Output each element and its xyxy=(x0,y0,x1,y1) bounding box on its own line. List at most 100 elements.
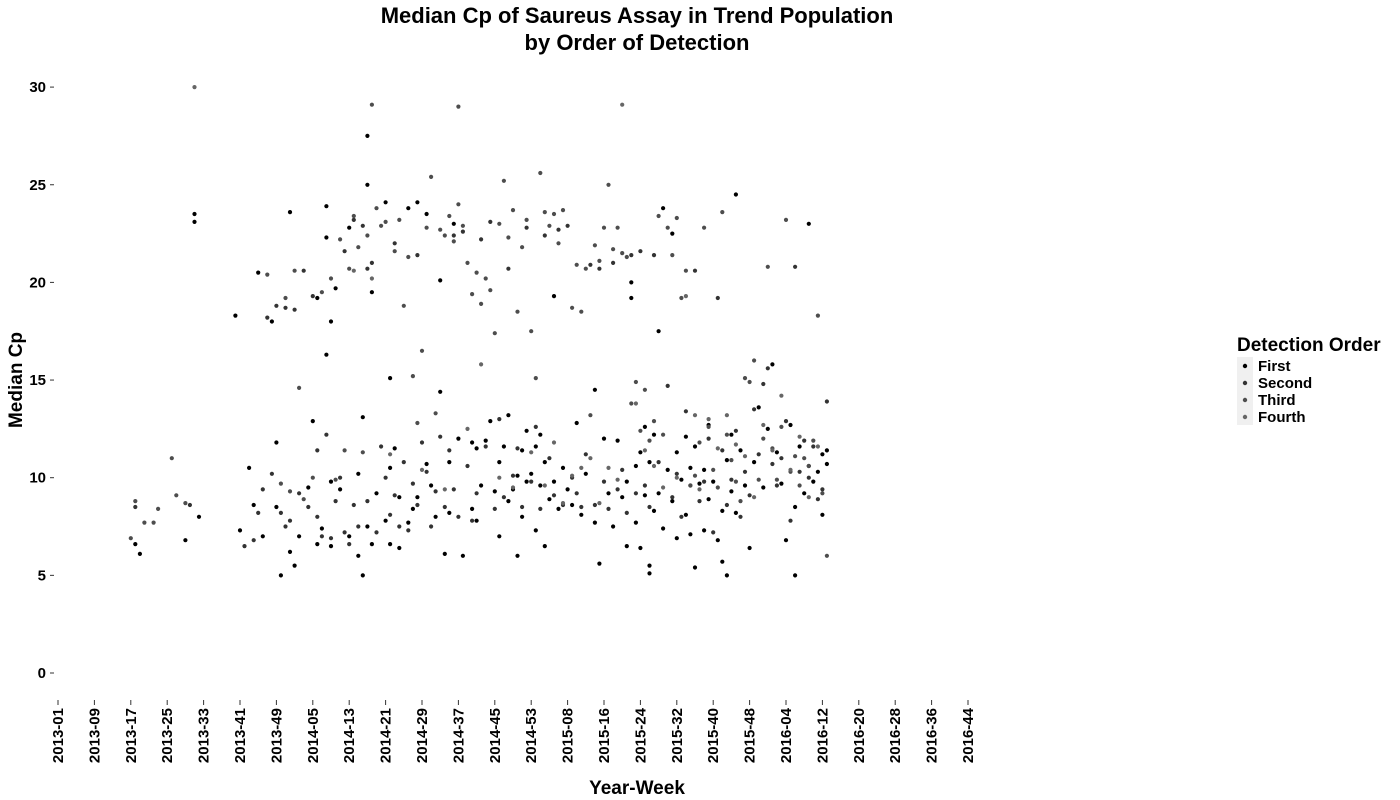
point-first xyxy=(756,405,761,410)
point-first xyxy=(565,487,570,492)
point-second xyxy=(383,475,388,480)
point-first xyxy=(333,286,338,291)
point-second xyxy=(633,491,639,496)
point-first xyxy=(438,389,443,394)
point-second xyxy=(583,452,588,457)
legend-key-first xyxy=(1242,363,1248,369)
point-third xyxy=(379,223,384,228)
chart-subtitle: by Order of Detection xyxy=(525,30,750,55)
point-third xyxy=(301,497,306,502)
point-fourth xyxy=(529,450,534,455)
point-first xyxy=(629,280,634,285)
point-second xyxy=(765,366,770,371)
point-first xyxy=(460,553,465,558)
y-tick-label: 10 xyxy=(29,470,46,487)
point-first xyxy=(806,221,811,226)
point-second xyxy=(269,471,274,476)
point-second xyxy=(301,268,306,273)
point-first xyxy=(520,448,525,453)
point-second xyxy=(624,510,629,515)
point-second xyxy=(360,223,365,228)
point-second xyxy=(278,510,283,515)
point-third xyxy=(706,424,711,429)
point-third xyxy=(806,463,811,469)
point-first xyxy=(729,489,734,494)
point-first xyxy=(824,448,830,453)
point-first xyxy=(319,526,324,531)
point-third xyxy=(692,473,698,478)
point-third xyxy=(342,448,347,453)
point-third xyxy=(556,241,561,246)
point-first xyxy=(824,461,830,467)
point-third xyxy=(542,210,547,215)
point-second xyxy=(465,463,470,469)
point-first xyxy=(574,420,579,426)
point-third xyxy=(765,264,770,269)
point-third xyxy=(538,170,543,176)
point-third xyxy=(651,419,657,424)
point-third xyxy=(697,440,702,445)
x-tick-label: 2014-13 xyxy=(341,708,358,763)
point-first xyxy=(515,553,520,558)
point-fourth xyxy=(479,362,484,367)
point-second xyxy=(783,419,789,424)
point-second xyxy=(265,315,270,320)
point-second xyxy=(811,444,816,449)
point-first xyxy=(538,483,543,488)
point-first xyxy=(406,520,411,525)
point-third xyxy=(292,268,297,273)
point-third xyxy=(483,276,488,281)
point-third xyxy=(815,313,821,318)
point-second xyxy=(738,514,743,519)
point-third xyxy=(547,223,552,228)
point-second xyxy=(597,266,602,271)
point-fourth xyxy=(724,413,730,418)
point-third xyxy=(510,208,516,213)
x-tick-label: 2014-05 xyxy=(305,708,322,763)
point-fourth xyxy=(465,426,470,431)
legend-key-fourth xyxy=(1242,414,1248,420)
point-first xyxy=(297,534,302,539)
point-third xyxy=(174,493,179,498)
point-third xyxy=(365,233,370,238)
legend-key-second xyxy=(1242,380,1248,386)
point-second xyxy=(315,514,320,519)
point-third xyxy=(533,376,538,381)
point-first xyxy=(533,528,538,533)
point-second xyxy=(392,241,397,246)
legend-key-background xyxy=(1237,357,1253,425)
point-first xyxy=(793,504,798,510)
point-fourth xyxy=(606,465,611,470)
point-second xyxy=(442,504,447,510)
y-axis-title: Median Cp xyxy=(6,332,27,428)
point-first xyxy=(274,440,279,445)
point-first xyxy=(251,502,256,508)
x-tick-label: 2015-40 xyxy=(705,708,722,763)
point-fourth xyxy=(351,268,356,273)
point-fourth xyxy=(192,85,197,90)
point-first xyxy=(183,538,188,543)
x-tick-label: 2015-24 xyxy=(632,707,649,763)
point-third xyxy=(438,227,443,232)
point-second xyxy=(374,530,379,535)
point-first xyxy=(497,460,502,465)
point-third xyxy=(624,254,629,260)
point-first xyxy=(192,211,197,217)
point-third xyxy=(333,477,338,482)
point-first xyxy=(656,329,661,334)
point-second xyxy=(679,514,684,519)
point-second xyxy=(415,253,420,258)
point-third xyxy=(369,102,374,107)
point-second xyxy=(397,524,402,529)
point-third xyxy=(747,379,752,385)
point-second xyxy=(629,253,634,258)
point-third xyxy=(456,104,461,109)
point-second xyxy=(606,506,611,511)
point-third xyxy=(479,301,484,306)
point-third xyxy=(406,254,411,260)
point-third xyxy=(733,479,739,484)
point-fourth xyxy=(770,448,775,453)
point-second xyxy=(729,477,734,482)
point-fourth xyxy=(510,485,516,490)
